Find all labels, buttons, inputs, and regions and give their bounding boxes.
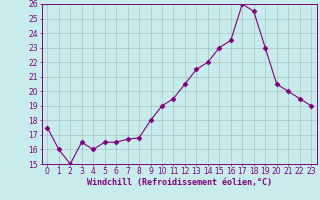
X-axis label: Windchill (Refroidissement éolien,°C): Windchill (Refroidissement éolien,°C) <box>87 178 272 187</box>
